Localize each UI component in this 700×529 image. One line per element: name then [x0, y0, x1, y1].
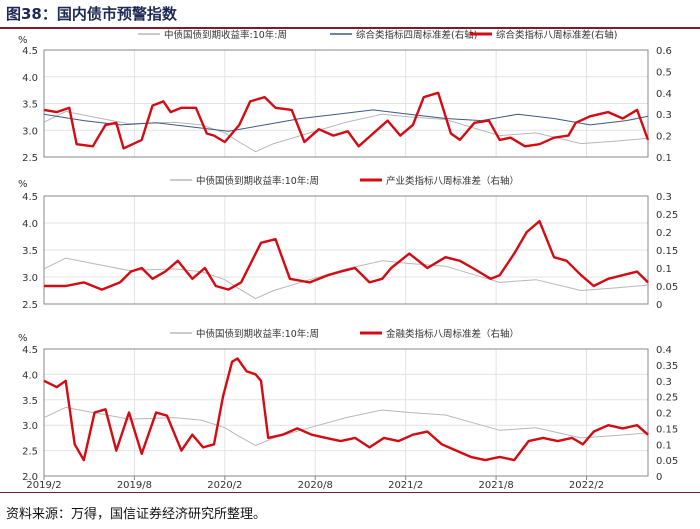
footer-divider [0, 492, 700, 493]
left-axis-unit: % [18, 333, 28, 344]
legend-label: 金融类指标八周标准差（右轴） [386, 328, 519, 340]
left-tick-label: 2.5 [22, 300, 38, 311]
series-line-3-1 [43, 406, 649, 446]
right-tick-label: 0.25 [656, 210, 678, 221]
legend-label: 产业类指标八周标准差（右轴） [386, 175, 519, 187]
right-tick-label: 0.15 [656, 424, 678, 435]
x-tick-label: 2021/8 [479, 480, 514, 490]
panel-1: 2.5 3.0 3.5 4.0 4.5 0.1 0.2 0.3 0.4 0.5 0.6% 中债国债到期… [18, 29, 672, 164]
right-tick-label: 0.35 [656, 361, 678, 372]
legend-label: 中债国债到期收益率:10年:周 [196, 328, 319, 340]
legend-label: 中债国债到期收益率:10年:周 [196, 175, 319, 187]
left-tick-label: 3.5 [22, 246, 38, 257]
left-tick-label: 4.5 [22, 345, 38, 356]
right-tick-label: 0.15 [656, 246, 678, 257]
plot-frame [43, 348, 649, 477]
right-tick-label: 0.6 [656, 46, 672, 57]
left-tick-label: 3.5 [22, 100, 38, 111]
right-tick-label: 0.3 [656, 377, 672, 388]
series-line-2-2 [44, 219, 649, 291]
left-tick-label: 4.0 [22, 219, 38, 230]
left-tick-label: 4.5 [22, 46, 38, 57]
right-tick-label: 0.1 [656, 264, 672, 275]
x-tick-label: 2022/2 [569, 480, 604, 490]
left-tick-label: 4.0 [22, 73, 38, 84]
left-tick-label: 2.5 [22, 153, 38, 164]
right-tick-label: 0.05 [656, 456, 678, 467]
right-tick-label: 0.3 [656, 192, 672, 203]
right-tick-label: 0.2 [656, 132, 672, 143]
left-tick-label: 3.0 [22, 126, 38, 137]
right-tick-label: 0.4 [656, 89, 672, 100]
right-tick-label: 0.2 [656, 409, 672, 420]
left-tick-label: 4.0 [22, 370, 38, 381]
source-note: 资料来源：万得，国信证券经济研究所整理。 [6, 507, 267, 522]
legend-label: 综合类指标八周标准差(右轴) [496, 29, 617, 41]
series-line-1-3 [43, 91, 650, 150]
right-tick-label: 0.4 [656, 345, 672, 356]
x-tick-label: 2020/8 [298, 480, 333, 490]
series-line-1-2 [43, 109, 649, 132]
x-tick-label: 2020/2 [207, 480, 242, 490]
series-line-3-2 [43, 357, 649, 462]
chart-figure: 2.5 3.0 3.5 4.0 4.5 0.1 0.2 0.3 0.4 0.5 0.6% 中债国债到期… [18, 29, 678, 490]
left-tick-label: 3.0 [22, 273, 38, 284]
right-tick-label: 0 [656, 472, 662, 483]
x-tick-label: 2019/2 [26, 480, 61, 490]
left-tick-label: 2.0 [22, 472, 38, 483]
panel-2: 2.5 3.0 3.5 4.0 4.5 0 0.05 0.1 0.15 0.2 0.25 0.3% 中债… [18, 175, 678, 311]
left-tick-label: 3.0 [22, 421, 38, 432]
figure-title: 图38：国内债市预警指数 [6, 5, 177, 23]
x-tick-label: 2021/2 [388, 480, 423, 490]
right-tick-label: 0.2 [656, 228, 672, 239]
right-tick-label: 0.25 [656, 393, 678, 404]
left-tick-label: 3.5 [22, 396, 38, 407]
right-tick-label: 0.3 [656, 110, 672, 121]
title-divider [0, 27, 700, 29]
x-tick-label: 2019/8 [117, 480, 152, 490]
right-tick-label: 0.5 [656, 67, 672, 78]
right-tick-label: 0.1 [656, 440, 672, 451]
left-axis-unit: % [18, 179, 28, 190]
plot-frame [43, 49, 649, 158]
left-tick-label: 4.5 [22, 192, 38, 203]
right-tick-label: 0.1 [656, 153, 672, 164]
legend-label: 中债国债到期收益率:10年:周 [164, 29, 287, 41]
plot-frame [43, 195, 649, 305]
left-axis-unit: % [18, 35, 28, 46]
right-tick-label: 0 [656, 300, 662, 311]
right-tick-label: 0.05 [656, 282, 678, 293]
panel-3: 2.0 2.5 3.0 3.5 4.0 4.5 0 0.05 0.1 0.15 0.2 0.25 0.3… [18, 328, 678, 483]
left-tick-label: 2.5 [22, 447, 38, 458]
legend-label: 综合类指标四周标准差(右轴) [356, 29, 477, 41]
